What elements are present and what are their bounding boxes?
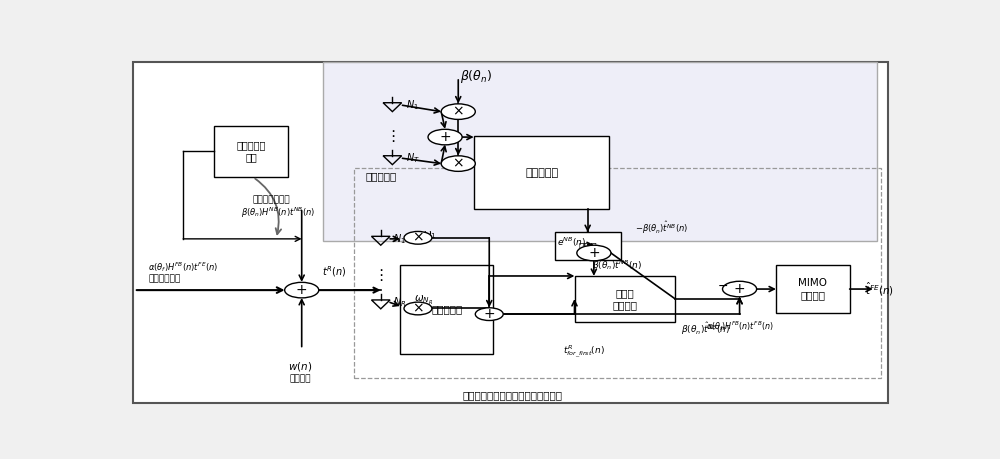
Text: $-\beta(\theta_n)\hat{t}^{NB}(n)$: $-\beta(\theta_n)\hat{t}^{NB}(n)$ [635,219,688,236]
Text: $w(n)$: $w(n)$ [288,360,312,373]
Text: $t^R(n)$: $t^R(n)$ [322,264,346,279]
Text: $\beta(\theta_n)\hat{t}^{NB}(n)$: $\beta(\theta_n)\hat{t}^{NB}(n)$ [681,321,731,337]
FancyBboxPatch shape [474,136,609,209]
Circle shape [723,281,757,297]
Text: +: + [439,130,451,144]
Text: 高斯噪声: 高斯噪声 [289,374,311,383]
FancyBboxPatch shape [323,62,877,241]
FancyBboxPatch shape [574,276,675,322]
Text: $N_1$: $N_1$ [393,232,406,246]
Text: $N_1$: $N_1$ [406,98,418,112]
Text: ⋮: ⋮ [373,269,388,284]
Text: $\omega_{N_R}$: $\omega_{N_R}$ [414,294,433,307]
Circle shape [441,104,475,119]
Text: 接收端信道
反馈: 接收端信道 反馈 [236,140,266,162]
FancyBboxPatch shape [400,265,493,354]
Text: $\times$: $\times$ [412,231,424,245]
FancyBboxPatch shape [133,62,888,403]
Text: $N_R$: $N_R$ [393,296,406,309]
Circle shape [441,156,475,171]
Text: $t^R_{for\_first}(n)$: $t^R_{for\_first}(n)$ [563,343,605,360]
Text: 无线全双工通信收发机（近端节点）: 无线全双工通信收发机（近端节点） [462,390,562,400]
Text: $\times$: $\times$ [452,157,464,171]
Text: $\beta(\theta_n)t^{NB}(n)$: $\beta(\theta_n)t^{NB}(n)$ [592,258,642,273]
Text: ⋮: ⋮ [385,129,400,144]
Text: $\times$: $\times$ [412,302,424,315]
Text: $-$: $-$ [717,279,728,292]
Text: 近端接收端: 近端接收端 [365,171,396,181]
Circle shape [577,245,611,261]
Text: $\times$: $\times$ [452,105,464,118]
Circle shape [475,308,503,320]
Text: MIMO
译码检测: MIMO 译码检测 [798,279,827,300]
Text: 近端发送端: 近端发送端 [525,168,558,178]
FancyBboxPatch shape [776,265,850,313]
Text: $\omega_1$: $\omega_1$ [422,230,437,241]
Text: $e^{NB}(n)$: $e^{NB}(n)$ [557,236,586,249]
Circle shape [404,231,432,244]
Text: 远端有用信号: 远端有用信号 [148,274,180,283]
Circle shape [404,302,432,315]
FancyBboxPatch shape [555,232,621,260]
Text: $\hat{t}^{FE}(n)$: $\hat{t}^{FE}(n)$ [865,280,894,298]
Text: +: + [588,246,600,260]
Text: 耦合器: 耦合器 [579,241,597,251]
Text: $\beta(\theta_n)H^{NB}(n)t^{NB}(n)$: $\beta(\theta_n)H^{NB}(n)t^{NB}(n)$ [241,205,315,219]
Text: +: + [483,307,495,321]
FancyBboxPatch shape [214,126,288,177]
Text: $\alpha(\theta_f)H^{FB}(n)t^{FE}(n)$: $\alpha(\theta_f)H^{FB}(n)t^{FE}(n)$ [148,260,219,274]
Text: $\alpha(\theta_f)H^{FB}(n)t^{FB}(n)$: $\alpha(\theta_f)H^{FB}(n)t^{FB}(n)$ [706,319,773,334]
Text: 自适应
滤波处理: 自适应 滤波处理 [612,288,637,310]
Text: +: + [296,283,308,297]
Text: $\beta(\theta_n)$: $\beta(\theta_n)$ [460,68,492,85]
Text: 近端自干扰信号: 近端自干扰信号 [253,196,290,205]
Circle shape [285,282,319,298]
Circle shape [428,129,462,145]
Text: $N_T$: $N_T$ [406,151,419,165]
Text: +: + [734,282,745,296]
Text: 波束成型器: 波束成型器 [431,305,462,314]
